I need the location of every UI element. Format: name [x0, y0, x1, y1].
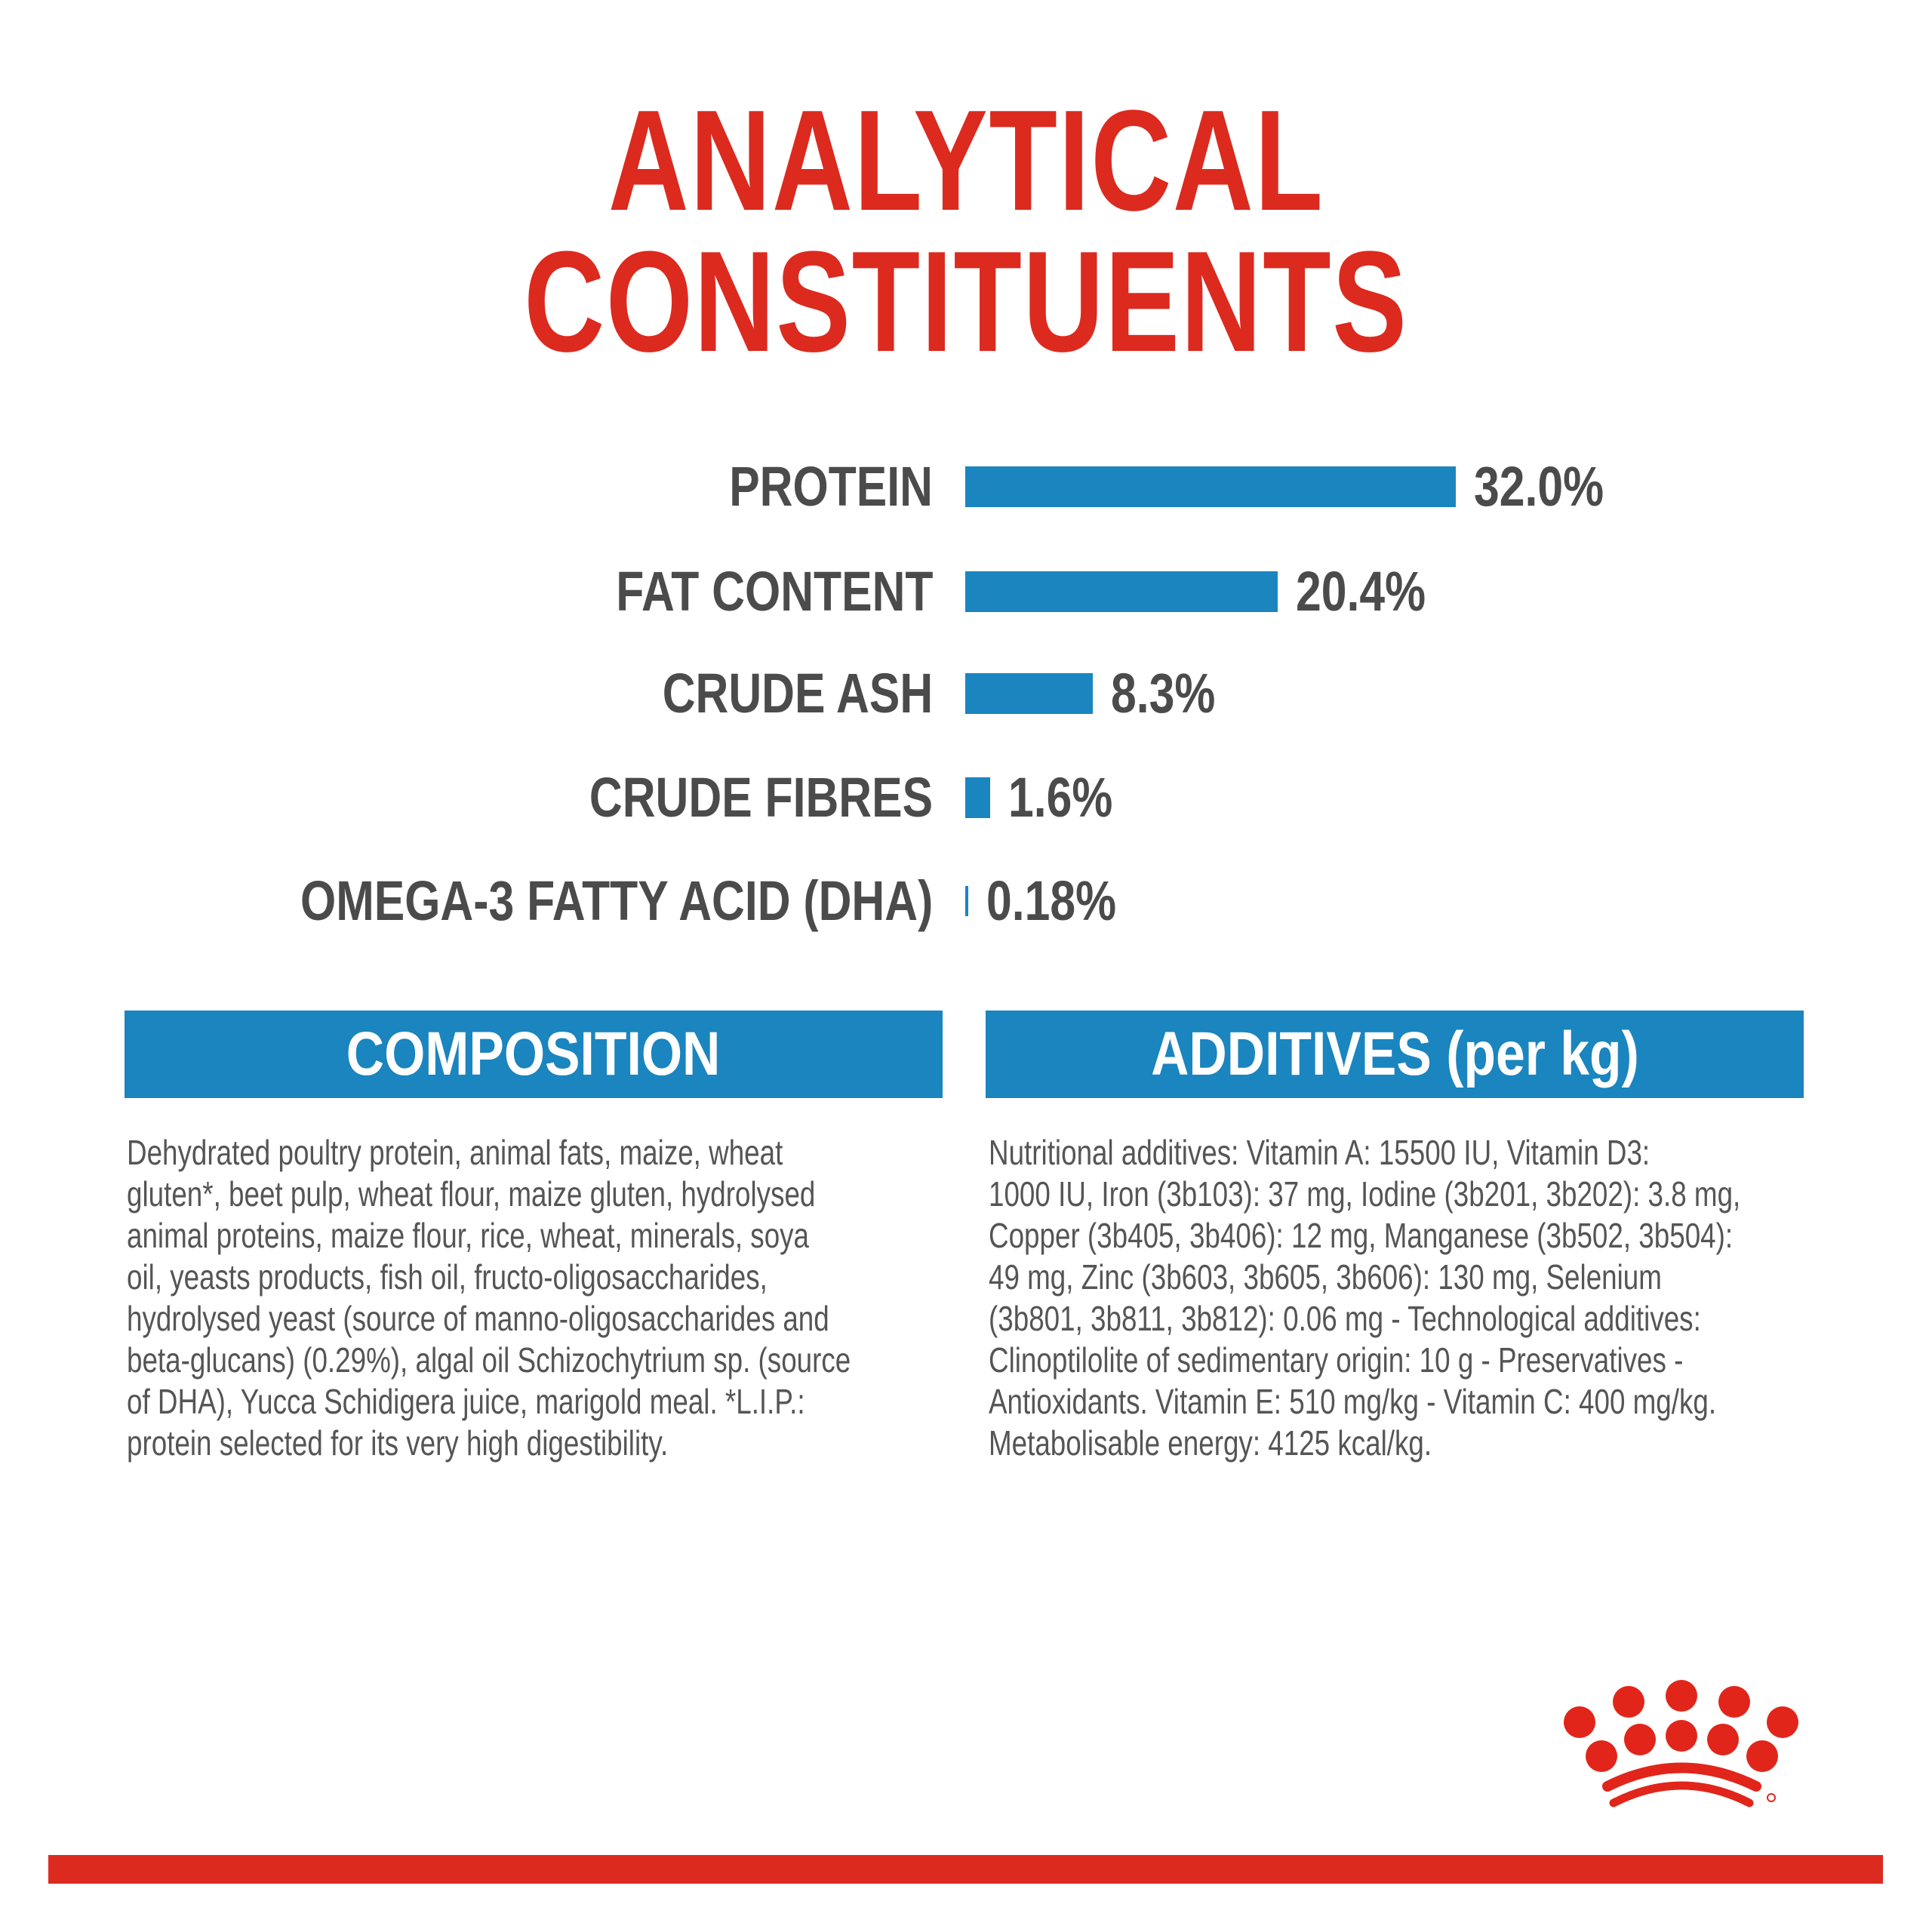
additives-text: Nutritional additives: Vitamin A: 15500 … [989, 1132, 1928, 1464]
bar-label: PROTEIN [729, 455, 933, 518]
bar [965, 673, 1093, 714]
composition-text: Dehydrated poultry protein, animal fats,… [127, 1132, 1032, 1464]
composition-line: of DHA), Yucca Schidigera juice, marigol… [127, 1382, 805, 1421]
additives-line: Antioxidants. Vitamin E: 510 mg/kg - Vit… [989, 1382, 1717, 1421]
title-line-2: CONSTITUENTS [524, 222, 1408, 382]
footer-red-bar [48, 1855, 1883, 1884]
additives-line: Clinoptilolite of sedimentary origin: 10… [989, 1340, 1684, 1380]
composition-line: protein selected for its very high diges… [127, 1423, 669, 1463]
bar [965, 466, 1456, 507]
bar-value-label: 20.4% [1296, 560, 1426, 623]
additives-line: (3b801, 3b811, 3b812): 0.06 mg - Technol… [989, 1299, 1701, 1338]
bar-value-label: 32.0% [1474, 455, 1604, 518]
bar-label: OMEGA-3 FATTY ACID (DHA) [300, 869, 933, 932]
bar [965, 777, 990, 818]
bar-value-label: 0.18% [986, 869, 1117, 932]
additives-line: 49 mg, Zinc (3b603, 3b605, 3b606): 130 m… [989, 1257, 1662, 1297]
title-line-1: ANALYTICAL [608, 81, 1324, 241]
additives-line: Copper (3b405, 3b406): 12 mg, Manganese … [989, 1216, 1734, 1255]
bar-label: CRUDE FIBRES [589, 766, 933, 829]
composition-line: gluten*, beet pulp, wheat flour, maize g… [127, 1174, 816, 1214]
bar-label: CRUDE ASH [662, 662, 933, 724]
additives-line: Nutritional additives: Vitamin A: 15500 … [989, 1133, 1651, 1172]
additives-line: 1000 IU, Iron (3b103): 37 mg, Iodine (3b… [989, 1174, 1741, 1214]
additives-header: ADDITIVES (per kg) [986, 1011, 1804, 1098]
composition-line: beta-glucans) (0.29%), algal oil Schizoc… [127, 1340, 851, 1380]
bar-value-label: 8.3% [1110, 662, 1215, 724]
composition-line: oil, yeasts products, fish oil, fructo-o… [127, 1257, 768, 1297]
composition-line: Dehydrated poultry protein, animal fats,… [127, 1133, 783, 1172]
bar-label: FAT CONTENT [615, 560, 933, 623]
composition-header: COMPOSITION [125, 1011, 943, 1098]
composition-line: hydrolysed yeast (source of manno-oligos… [127, 1299, 829, 1338]
bar-value-label: 1.6% [1008, 766, 1112, 829]
additives-line: Metabolisable energy: 4125 kcal/kg. [989, 1423, 1432, 1463]
bar [965, 571, 1278, 612]
composition-line: animal proteins, maize flour, rice, whea… [127, 1216, 810, 1255]
bar [965, 886, 968, 916]
